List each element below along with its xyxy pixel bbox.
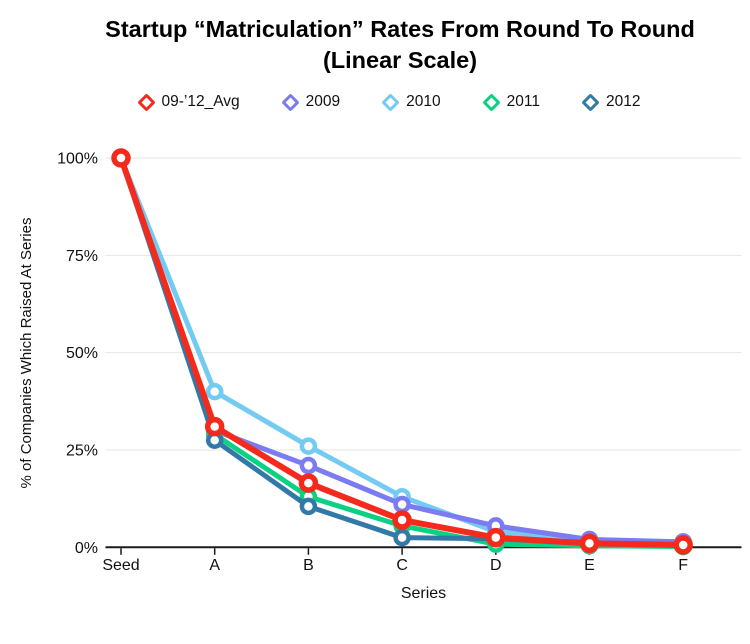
y-axis-title: % of Companies Which Raised At Series (18, 218, 35, 489)
series-marker-09-12-avg-seed (111, 148, 131, 168)
series-marker-2012-c (393, 528, 411, 547)
series-marker-2012-b (299, 497, 318, 516)
x-tick-label-d: D (490, 557, 502, 574)
series-line-09-12-avg (118, 155, 687, 548)
x-tick-label-f: F (678, 557, 688, 574)
series-line-2009 (118, 155, 686, 545)
chart-legend: 09-’12_Avg 2009 2010 2011 2012 (30, 92, 750, 112)
legend-item-2011[interactable]: 2011 (481, 92, 540, 112)
series-marker-2010-b (299, 437, 318, 455)
x-axis-title: Series (401, 585, 446, 602)
series-line-2012 (118, 155, 686, 548)
y-tick-label-75: 75% (66, 248, 98, 265)
x-tick-label-b: B (303, 557, 314, 574)
y-tick-label-100: 100% (57, 151, 98, 168)
chart-title: Startup “Matriculation” Rates From Round… (55, 14, 745, 76)
y-tick-label-50: 50% (66, 345, 98, 362)
x-tick-label-a: A (209, 557, 220, 574)
y-tick-label-0: 0% (75, 540, 98, 557)
legend-label: 2011 (506, 93, 540, 110)
series-marker-09-12-avg-d (486, 527, 506, 548)
series-marker-09-12-avg-e (579, 533, 600, 554)
legend-label: 2009 (305, 93, 341, 110)
chart-title-line2: (Linear Scale) (322, 47, 478, 73)
series-marker-09-12-avg-f (673, 535, 693, 555)
series-marker-09-12-avg-b (298, 473, 319, 493)
x-tick-label-seed: Seed (102, 557, 139, 574)
legend-label: 2012 (605, 93, 641, 110)
legend-label: 09-’12_Avg (161, 93, 240, 110)
series-marker-09-12-avg-c (392, 510, 412, 530)
y-tick-label-25: 25% (66, 442, 98, 459)
series-marker-2009-b (299, 456, 318, 475)
series-marker-2009-c (393, 495, 411, 514)
chart-title-line1: Startup “Matriculation” Rates From Round… (105, 16, 695, 42)
x-tick-label-e: E (584, 557, 595, 574)
legend-item-2010[interactable]: 2010 (381, 92, 441, 112)
series-marker-09-12-avg-a (204, 416, 225, 437)
series-line-2010 (118, 155, 686, 546)
legend-item-09-12-avg[interactable]: 09-’12_Avg (136, 92, 240, 112)
series-marker-2010-a (205, 382, 224, 401)
x-tick-label-c: C (396, 557, 408, 574)
legend-label: 2010 (406, 93, 441, 110)
legend-item-2009[interactable]: 2009 (280, 92, 341, 112)
legend-item-2012[interactable]: 2012 (581, 92, 641, 112)
